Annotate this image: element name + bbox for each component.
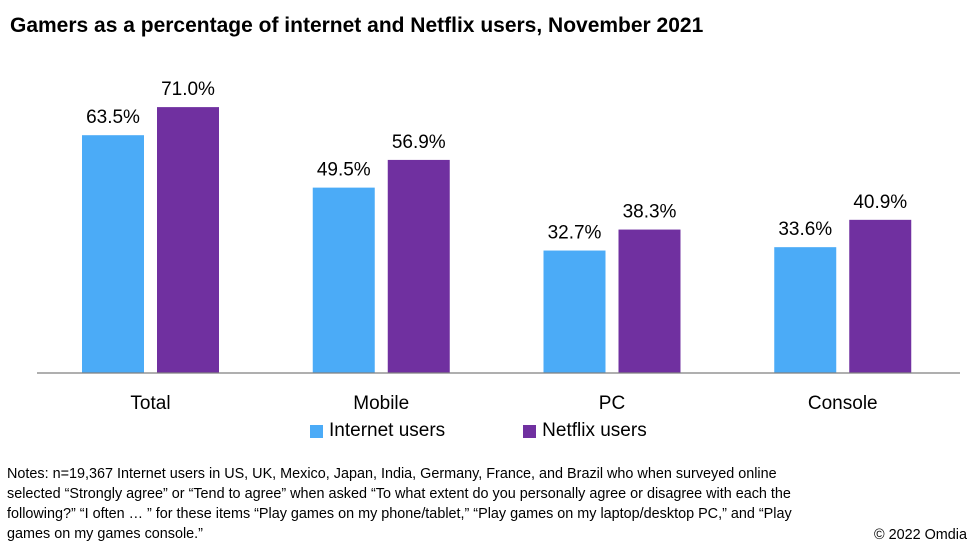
data-label-netflix-users-pc: 38.3% xyxy=(623,202,677,223)
x-tick-label-mobile: Mobile xyxy=(353,393,409,414)
legend-item-internet-users: Internet users xyxy=(310,420,445,442)
data-label-internet-users-console: 33.6% xyxy=(778,219,832,240)
bar-internet-users-console xyxy=(774,247,837,373)
legend-label-internet-users: Internet users xyxy=(329,420,446,441)
data-label-internet-users-mobile: 49.5% xyxy=(317,160,371,181)
bar-netflix-users-total xyxy=(157,107,219,373)
copyright-text: © 2022 Omdia xyxy=(874,527,967,543)
bar-internet-users-mobile xyxy=(312,187,375,373)
chart-legend: Internet users Netflix users xyxy=(310,420,725,442)
bar-netflix-users-mobile xyxy=(387,159,450,373)
x-tick-label-total: Total xyxy=(130,393,170,414)
data-label-netflix-users-total: 71.0% xyxy=(161,79,215,100)
legend-swatch-internet-users xyxy=(310,424,323,438)
data-label-netflix-users-mobile: 56.9% xyxy=(392,132,446,153)
chart-title: Gamers as a percentage of internet and N… xyxy=(10,14,704,37)
bar-internet-users-total xyxy=(82,135,144,373)
bar-netflix-users-pc xyxy=(618,229,681,373)
bar-netflix-users-console xyxy=(849,219,912,373)
data-label-internet-users-total: 63.5% xyxy=(86,107,140,128)
x-tick-label-pc: PC xyxy=(599,393,625,414)
legend-swatch-netflix-users xyxy=(523,424,537,438)
legend-item-netflix-users: Netflix users xyxy=(523,420,647,442)
data-label-internet-users-pc: 32.7% xyxy=(548,223,602,244)
bar-internet-users-pc xyxy=(543,250,606,373)
x-tick-label-console: Console xyxy=(808,393,878,414)
data-label-netflix-users-console: 40.9% xyxy=(853,192,907,213)
legend-label-netflix-users: Netflix users xyxy=(542,420,647,441)
chart-notes: Notes: n=19,367 Internet users in US, UK… xyxy=(7,466,792,542)
